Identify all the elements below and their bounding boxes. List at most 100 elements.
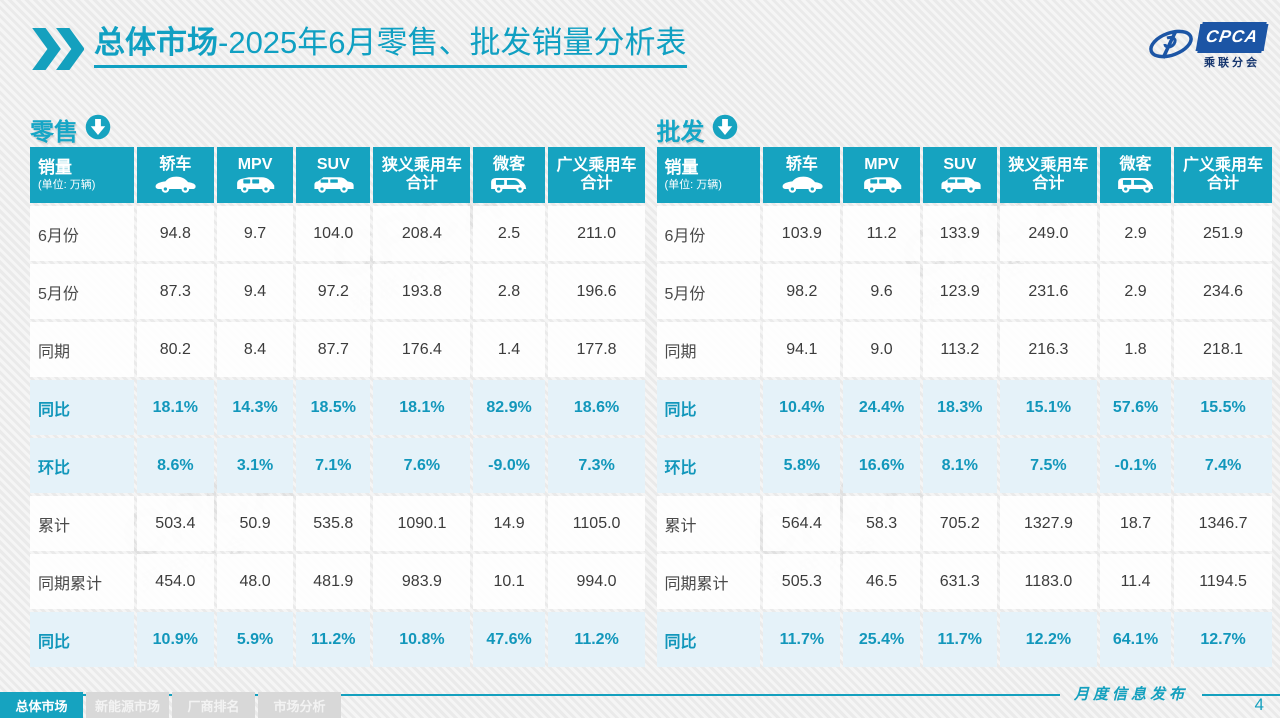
cell: 3.1% [216, 438, 294, 493]
row-label: 6月份 [656, 206, 761, 261]
cell: 216.3 [999, 322, 1097, 377]
logo-cn-name: 乘联分会 [1204, 57, 1260, 69]
cell: 9.4 [216, 264, 294, 319]
bottom-nav-tabs: 总体市场 新能源市场 厂商排名 市场分析 [0, 692, 341, 718]
cell: 9.0 [843, 322, 920, 377]
logo-abbr: CPCA [1195, 24, 1269, 51]
suv-car-icon [311, 175, 355, 194]
cell: 11.7% [922, 612, 997, 667]
cell: 193.8 [373, 264, 471, 319]
cell: 80.2 [136, 322, 214, 377]
row-label: 累计 [656, 496, 761, 551]
cell: 9.7 [216, 206, 294, 261]
mpv-car-icon [860, 175, 904, 194]
column-header: 轿车 [136, 147, 214, 203]
cell: 177.8 [547, 322, 646, 377]
cell: 97.2 [296, 264, 371, 319]
column-header: 广义乘用车合计 [547, 147, 646, 203]
cell: 47.6% [473, 612, 545, 667]
column-header: 销量 (单位: 万辆) [656, 147, 761, 203]
cell: 503.4 [136, 496, 214, 551]
cell: 249.0 [999, 206, 1097, 261]
cell: 208.4 [373, 206, 471, 261]
section-label-wholesale: 批发 [656, 118, 705, 146]
tab-新能源市场[interactable]: 新能源市场 [86, 692, 169, 718]
cell: 18.3% [922, 380, 997, 435]
cell: 1327.9 [999, 496, 1097, 551]
row-label: 5月份 [656, 264, 761, 319]
column-header: 狭义乘用车合计 [999, 147, 1097, 203]
cell: 2.5 [473, 206, 545, 261]
cell: 133.9 [922, 206, 997, 261]
cell: 1183.0 [999, 554, 1097, 609]
cell: 7.5% [999, 438, 1097, 493]
cell: 11.4 [1099, 554, 1172, 609]
tab-市场分析[interactable]: 市场分析 [258, 692, 341, 718]
cell: 15.5% [1174, 380, 1272, 435]
column-header: 狭义乘用车合计 [373, 147, 471, 203]
cell: 631.3 [922, 554, 997, 609]
cell: 1105.0 [547, 496, 646, 551]
cell: 983.9 [373, 554, 471, 609]
cell: 218.1 [1174, 322, 1272, 377]
page-number: 4 [1254, 695, 1264, 714]
release-label: 月度信息发布 [1073, 685, 1188, 703]
cell: 87.7 [296, 322, 371, 377]
tab-厂商排名[interactable]: 厂商排名 [172, 692, 255, 718]
cell: 18.6% [547, 380, 646, 435]
cell: -0.1% [1099, 438, 1172, 493]
cell: 11.2% [547, 612, 646, 667]
cell: 1346.7 [1174, 496, 1272, 551]
cell: -9.0% [473, 438, 545, 493]
tab-总体市场[interactable]: 总体市场 [0, 692, 83, 718]
row-label: 同比 [656, 380, 761, 435]
row-label: 环比 [30, 438, 134, 493]
mpv-car-icon [233, 175, 277, 194]
retail-table: 销量 (单位: 万辆) 轿车 MPV SUV 狭义乘用车合计 微客 广义乘用车合计 6月份 94.… [30, 147, 646, 667]
cpca-logo: CPCA 乘联分会 [1146, 22, 1269, 74]
cell: 18.1% [136, 380, 214, 435]
cell: 481.9 [296, 554, 371, 609]
cell: 7.3% [547, 438, 646, 493]
column-header: MPV [216, 147, 294, 203]
section-label-retail: 零售 [30, 118, 78, 146]
cell: 18.1% [373, 380, 471, 435]
column-header: SUV [296, 147, 371, 203]
wholesale-section: 批发 销量 (单位: 万辆) 轿车 MPV SUV 狭义乘用车合计 微客 广义乘用车合计 6月份… [656, 112, 1273, 667]
cell: 2.8 [473, 264, 545, 319]
cell: 176.4 [373, 322, 471, 377]
cell: 16.6% [843, 438, 920, 493]
cell: 103.9 [763, 206, 841, 261]
cell: 82.9% [473, 380, 545, 435]
cell: 5.9% [216, 612, 294, 667]
column-header: MPV [843, 147, 920, 203]
cell: 24.4% [843, 380, 920, 435]
cell: 12.2% [999, 612, 1097, 667]
sedan-car-icon [153, 175, 197, 194]
cell: 8.6% [136, 438, 214, 493]
cell: 1194.5 [1174, 554, 1272, 609]
cell: 454.0 [136, 554, 214, 609]
cell: 10.9% [136, 612, 214, 667]
cell: 48.0 [216, 554, 294, 609]
cell: 564.4 [763, 496, 841, 551]
row-label: 同期 [656, 322, 761, 377]
row-label: 同期累计 [30, 554, 134, 609]
tables-area: 零售 销量 (单位: 万辆) 轿车 MPV SUV 狭义乘用车合计 微客 广义乘用车合计 6月份… [30, 112, 1272, 667]
cell: 9.6 [843, 264, 920, 319]
row-label: 同比 [656, 612, 761, 667]
cell: 98.2 [763, 264, 841, 319]
cell: 5.8% [763, 438, 841, 493]
cell: 14.3% [216, 380, 294, 435]
cell: 1090.1 [373, 496, 471, 551]
row-label: 5月份 [30, 264, 134, 319]
cpca-swoosh-icon [1146, 26, 1196, 71]
row-label: 同比 [30, 612, 134, 667]
column-header: SUV [922, 147, 997, 203]
cell: 8.1% [922, 438, 997, 493]
cell: 15.1% [999, 380, 1097, 435]
cell: 10.1 [473, 554, 545, 609]
column-header: 销量 (单位: 万辆) [30, 147, 134, 203]
cell: 7.1% [296, 438, 371, 493]
